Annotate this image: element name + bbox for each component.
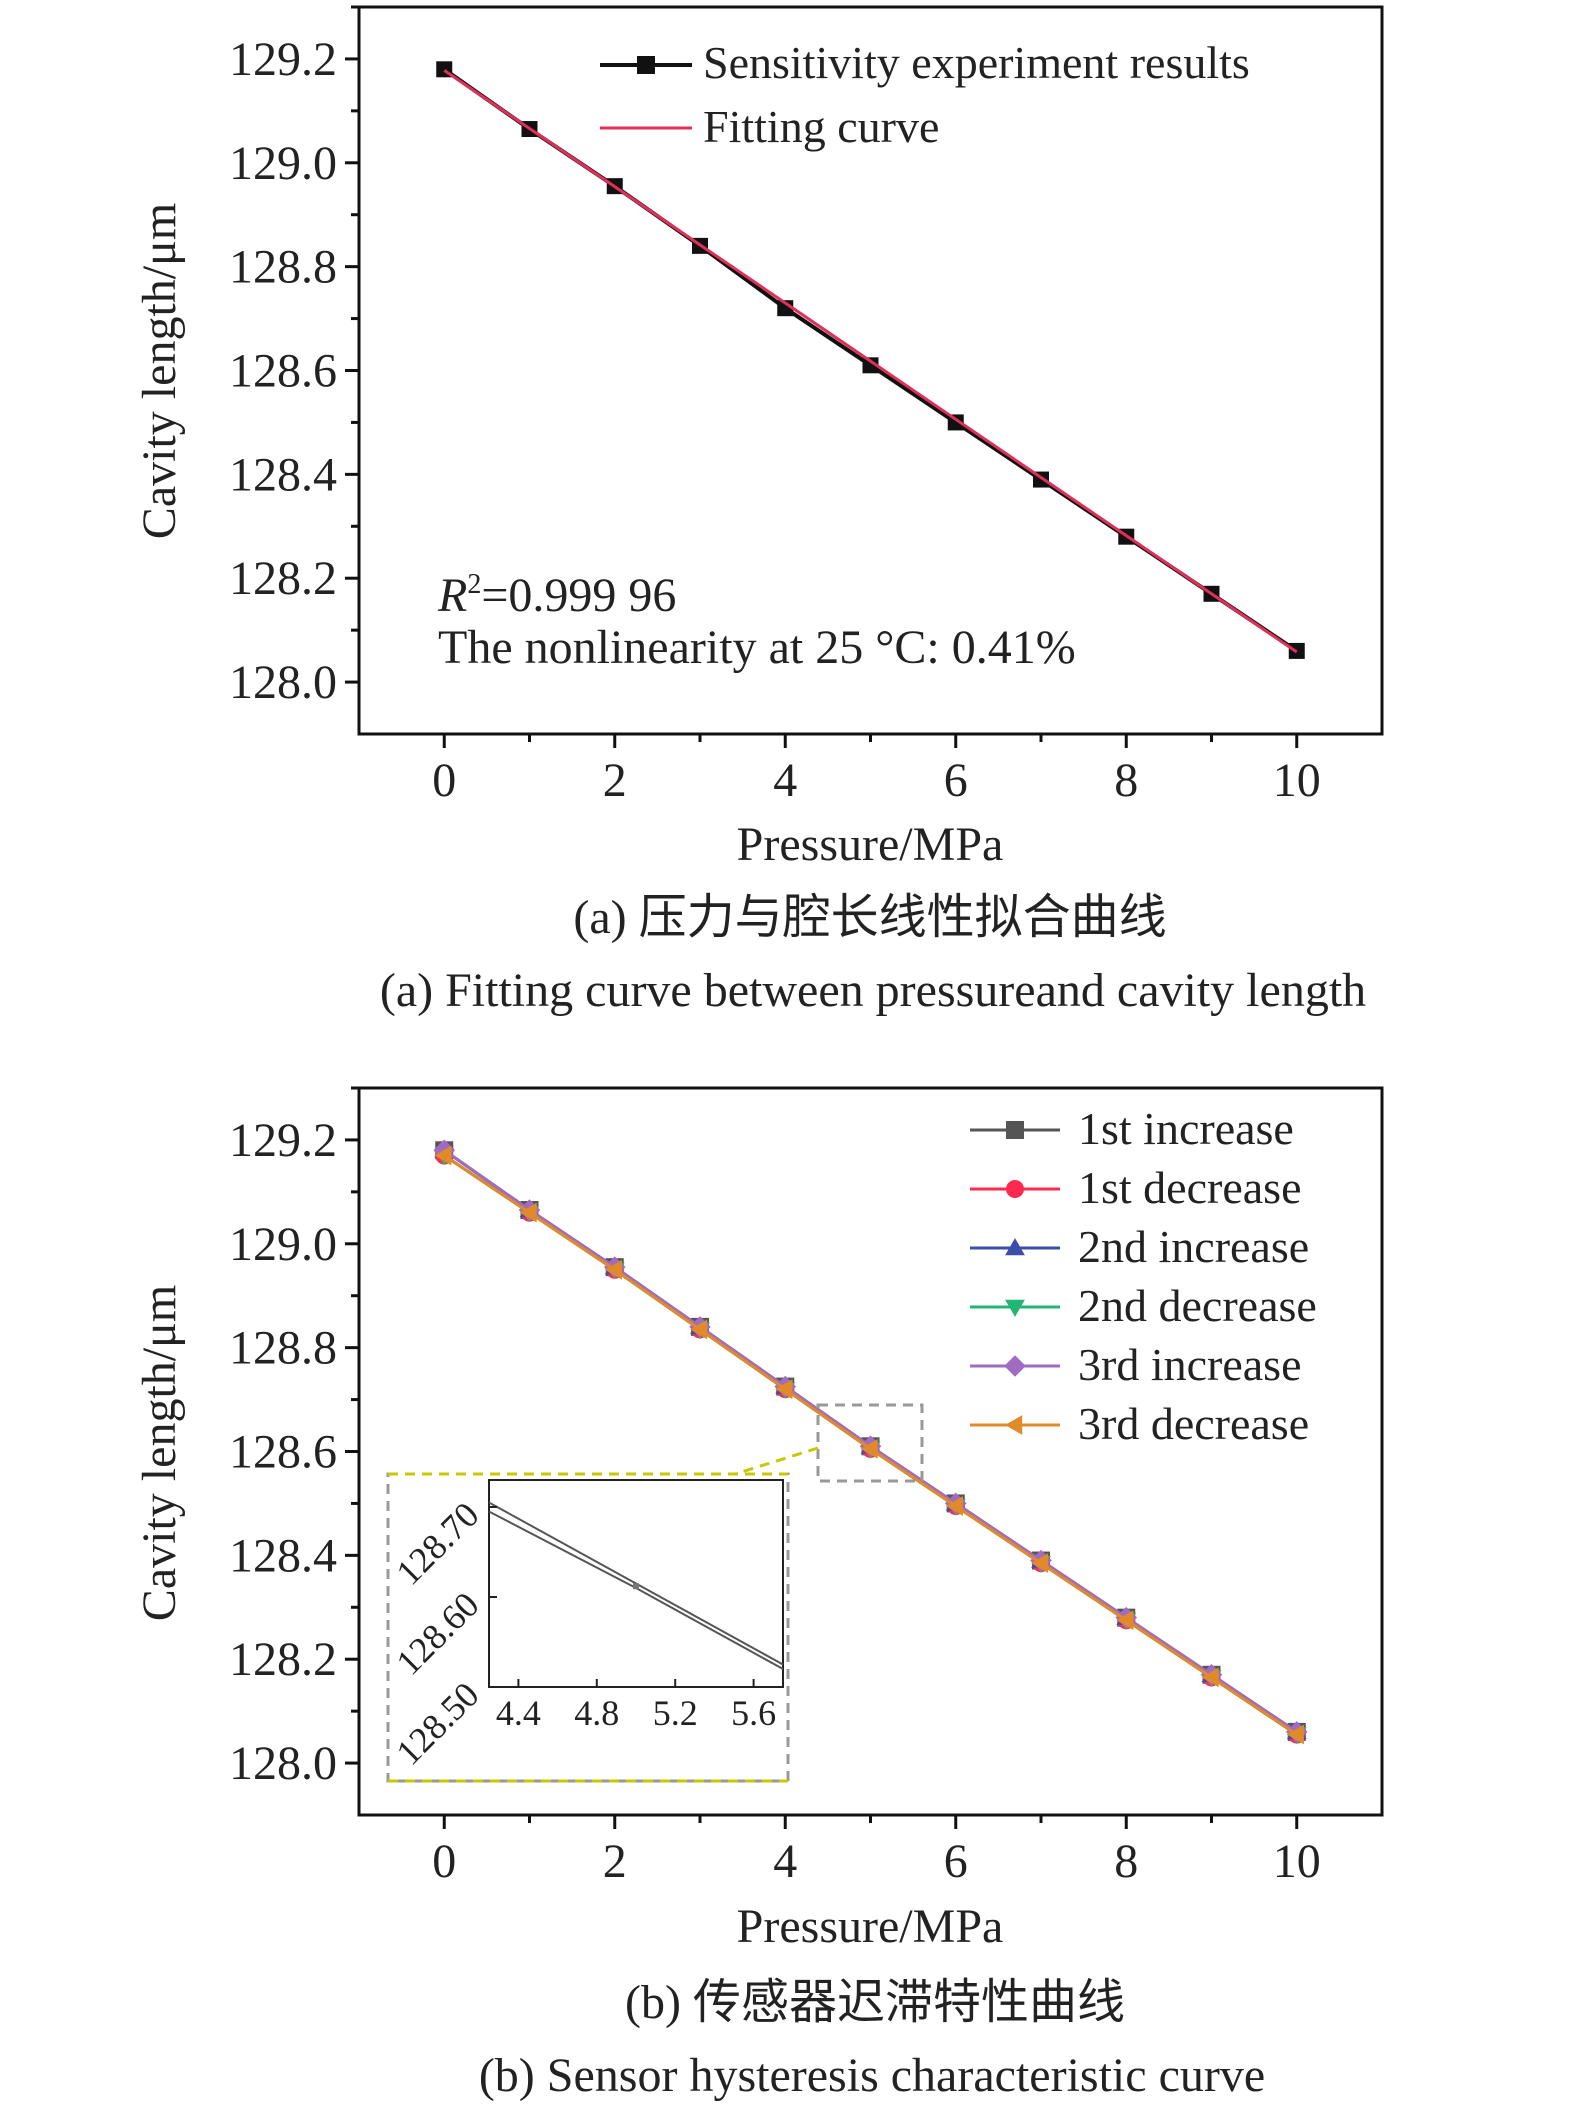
r2-value: =0.999 96 <box>481 569 676 622</box>
y-tick-label-b-2: 128.4 <box>229 1529 337 1582</box>
nonlinearity-annotation: The nonlinearity at 25 °C: 0.41% <box>438 621 1076 674</box>
legend-label-b4: 2nd decrease <box>1078 1280 1317 1331</box>
r2-symbol: R <box>437 569 467 622</box>
r2-superscript: 2 <box>467 569 481 600</box>
x-axis-label-a: Pressure/MPa <box>737 818 1004 871</box>
data-point-b-5-7 <box>1031 1553 1049 1574</box>
y-tick-label-b-4: 128.8 <box>229 1322 337 1375</box>
data-point-b-5-0 <box>434 1145 452 1166</box>
x-tick-label-a-3: 6 <box>944 754 968 807</box>
y-axis-label-b: Cavity length/μm <box>133 1285 186 1621</box>
legend-a: Sensitivity experiment results Fitting c… <box>600 37 1250 152</box>
legend-label-b1: 1st increase <box>1078 1103 1294 1154</box>
y-tick-label-b-6: 129.2 <box>229 1114 337 1167</box>
x-tick-label-b-5: 10 <box>1273 1835 1321 1888</box>
r2-annotation: R2=0.999 96 <box>437 569 676 622</box>
y-tick-label-a-5: 129.0 <box>229 137 337 190</box>
legend-label-a2: Fitting curve <box>703 101 939 152</box>
zoom-connector <box>734 1446 819 1476</box>
x-tick-label-a-2: 4 <box>773 754 797 807</box>
data-point-b-5-2 <box>604 1259 622 1280</box>
y-tick-label-b-1: 128.2 <box>229 1633 337 1686</box>
series-line-a-1 <box>443 69 1298 654</box>
inset-x-tick-label-1: 4.8 <box>574 1693 619 1733</box>
legend-marker-b3 <box>1005 1238 1025 1256</box>
data-point-a-0-5 <box>862 357 879 374</box>
inset-x-tick-label-0: 4.4 <box>496 1693 541 1733</box>
legend-marker-b2 <box>1006 1180 1024 1198</box>
legend-marker-b6 <box>1005 1415 1023 1435</box>
y-tick-label-a-1: 128.2 <box>229 552 337 605</box>
legend-b: 1st increase 1st decrease 2nd increase 2nd … <box>970 1103 1317 1449</box>
legend-marker-b1 <box>1006 1121 1024 1139</box>
x-tick-label-b-1: 2 <box>603 1835 627 1888</box>
legend-label-b2: 1st decrease <box>1078 1162 1302 1213</box>
y-tick-label-a-2: 128.4 <box>229 448 337 501</box>
legend-label-a1: Sensitivity experiment results <box>703 37 1250 88</box>
inset-x-tick-label-2: 5.2 <box>653 1693 698 1733</box>
y-tick-label-a-4: 128.8 <box>229 241 337 294</box>
y-tick-label-b-0: 128.0 <box>229 1737 337 1790</box>
x-tick-label-a-4: 8 <box>1114 754 1138 807</box>
data-point-b-5-1 <box>519 1202 537 1223</box>
inset-frame <box>386 1472 790 1783</box>
x-tick-label-b-0: 0 <box>432 1835 456 1888</box>
data-point-b-5-3 <box>690 1319 708 1340</box>
inset-x-tick-label-3: 5.6 <box>731 1693 776 1733</box>
y-tick-label-a-0: 128.0 <box>229 656 337 709</box>
caption-en-b: (b) Sensor hysteresis characteristic cur… <box>479 2049 1265 2102</box>
y-tick-label-a-6: 129.2 <box>229 33 337 86</box>
x-tick-label-a-0: 0 <box>432 754 456 807</box>
legend-label-b5: 3rd increase <box>1078 1339 1302 1390</box>
x-tick-label-b-2: 4 <box>773 1835 797 1888</box>
legend-marker-a1 <box>637 56 655 74</box>
x-tick-label-b-3: 6 <box>944 1835 968 1888</box>
panel-b: 0 2 4 6 8 10 128.0 128.2 128.4 128.6 128.8 129.0 129… <box>133 1086 1384 2102</box>
x-tick-label-b-4: 8 <box>1114 1835 1138 1888</box>
data-point-b-5-6 <box>945 1496 963 1516</box>
zoom-region-box <box>816 1403 924 1483</box>
legend-marker-b5 <box>1004 1355 1026 1377</box>
data-point-a-0-6 <box>947 414 964 431</box>
y-tick-label-b-3: 128.6 <box>229 1426 337 1479</box>
legend-marker-b4 <box>1005 1299 1025 1317</box>
x-axis-label-b: Pressure/MPa <box>737 1900 1004 1953</box>
y-tick-label-b-5: 129.0 <box>229 1218 337 1271</box>
data-point-b-5-9 <box>1201 1667 1219 1688</box>
legend-label-b6: 3rd decrease <box>1078 1398 1309 1449</box>
caption-en-a: (a) Fitting curve between pressureand ca… <box>380 964 1366 1017</box>
inset-point <box>633 1583 639 1590</box>
panel-a: 0 2 4 6 8 10 128.0 128.2 128.4 128.6 128.8 129.0 129… <box>133 5 1384 1017</box>
data-point-b-5-5 <box>860 1439 878 1459</box>
inset-axes <box>488 1479 784 1688</box>
x-tick-label-a-5: 10 <box>1273 754 1321 807</box>
caption-cn-a: (a) 压力与腔长线性拟合曲线 <box>573 891 1166 944</box>
caption-cn-b: (b) 传感器迟滞特性曲线 <box>625 1976 1125 2029</box>
y-axis-label-a: Cavity length/μm <box>133 203 186 539</box>
data-point-b-5-10 <box>1286 1724 1304 1745</box>
legend-label-b3: 2nd increase <box>1078 1221 1309 1272</box>
data-point-b-5-8 <box>1116 1610 1134 1631</box>
x-tick-label-a-1: 2 <box>603 754 627 807</box>
data-point-b-5-4 <box>775 1379 793 1400</box>
y-tick-label-a-3: 128.6 <box>229 345 337 398</box>
